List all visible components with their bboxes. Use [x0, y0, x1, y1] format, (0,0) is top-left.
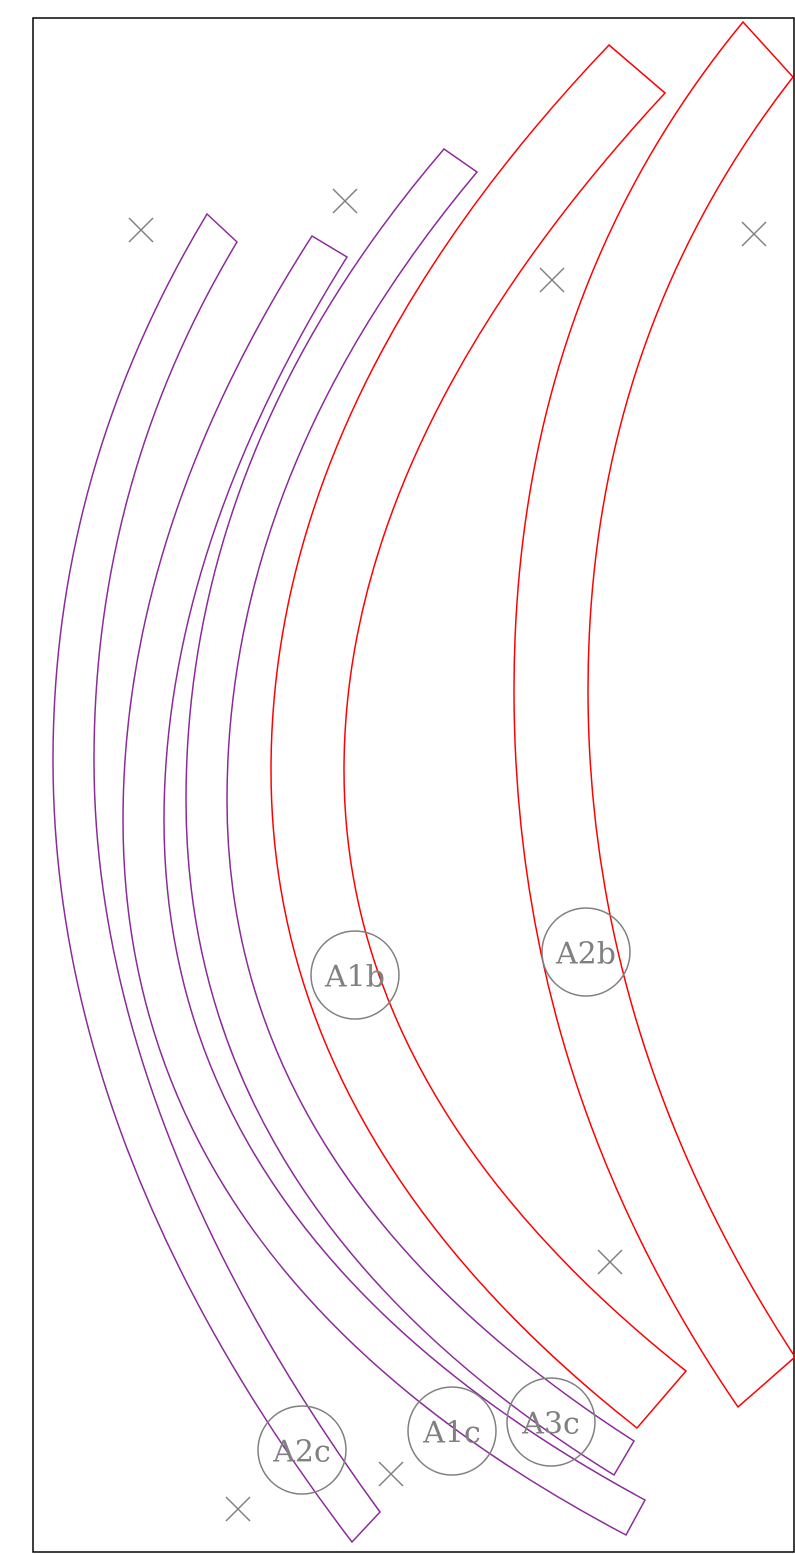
purple-pieces [52, 147, 647, 1544]
sheet-frame [32, 17, 795, 1553]
label-a2b: A2b [541, 907, 631, 997]
label-a3c-text: A3c [521, 1407, 580, 1442]
piece-a1b-outline [270, 43, 688, 1430]
piece-a1c-outline [122, 234, 647, 1537]
cross-icon [332, 188, 358, 214]
piece-a3c-outline [185, 147, 636, 1477]
cross-icon [597, 1249, 623, 1275]
cross-icon [378, 1461, 404, 1487]
label-a2c: A2c [257, 1405, 347, 1495]
piece-a2b-outline [513, 20, 795, 1409]
label-a1b: A1b [310, 930, 400, 1020]
label-a2b-text: A2b [555, 937, 616, 972]
piece-labels: A1b A2b A1c A2c A3c [257, 907, 631, 1495]
label-a1b-text: A1b [324, 960, 385, 995]
cross-markers [128, 188, 767, 1522]
cross-icon [539, 267, 565, 293]
cross-icon [741, 221, 767, 247]
label-a1c: A1c [407, 1386, 497, 1476]
label-a3c: A3c [506, 1377, 596, 1467]
red-pieces [270, 20, 795, 1430]
piece-a2c-outline [52, 212, 381, 1544]
label-a2c-text: A2c [272, 1435, 331, 1470]
cross-icon [128, 217, 154, 243]
cross-icon [225, 1496, 251, 1522]
label-a1c-text: A1c [422, 1416, 481, 1451]
